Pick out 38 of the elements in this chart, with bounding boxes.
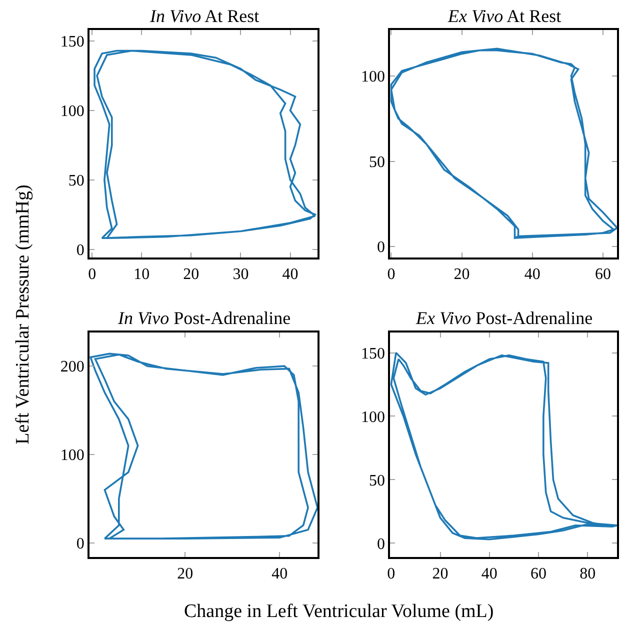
- x-axis-title: Change in Left Ventricular Volume (mL): [184, 601, 494, 622]
- y-tick-label: 0: [376, 239, 385, 256]
- x-tick-label: 40: [282, 266, 298, 283]
- line-series: [94, 50, 316, 240]
- y-tick-label: 50: [368, 154, 385, 171]
- x-tick-label: 10: [134, 266, 150, 283]
- y-tick-label: 0: [76, 242, 84, 259]
- x-tick-label: 30: [232, 266, 249, 283]
- y-tick-label: 50: [68, 172, 84, 190]
- y-tick-label: 200: [60, 358, 84, 376]
- chart-title: In Vivo At Rest: [149, 6, 260, 26]
- line-series: [390, 352, 618, 540]
- x-tick-label: 20: [177, 565, 194, 582]
- x-tick-label: 40: [524, 266, 540, 283]
- y-tick-label: 150: [360, 345, 385, 362]
- x-tick-label: 40: [481, 565, 498, 582]
- y-tick-label: 0: [376, 536, 385, 553]
- line-series: [90, 352, 318, 540]
- y-tick-label: 150: [60, 34, 84, 51]
- x-tick-label: 20: [454, 266, 470, 283]
- x-tick-label: 20: [432, 565, 448, 582]
- x-tick-label: 20: [183, 266, 200, 283]
- y-tick-label: 100: [60, 103, 84, 120]
- y-tick-label: 100: [360, 408, 385, 426]
- chart-title: In Vivo Post-Adrenaline: [117, 308, 291, 328]
- y-axis-title: Left Ventricular Pressure (mmHg): [12, 184, 34, 444]
- y-tick-label: 100: [360, 68, 385, 86]
- x-tick-label: 40: [272, 565, 288, 582]
- x-tick-label: 0: [88, 266, 96, 283]
- x-tick-label: 60: [530, 565, 547, 582]
- y-tick-label: 50: [368, 472, 385, 490]
- chart-title: Ex Vivo At Rest: [447, 6, 562, 26]
- y-tick-label: 100: [60, 447, 84, 464]
- chart-title: Ex Vivo Post-Adrenaline: [415, 308, 593, 328]
- x-tick-label: 80: [580, 565, 596, 582]
- x-tick-label: 60: [594, 266, 611, 283]
- line-series: [390, 48, 618, 239]
- y-tick-label: 0: [76, 536, 84, 553]
